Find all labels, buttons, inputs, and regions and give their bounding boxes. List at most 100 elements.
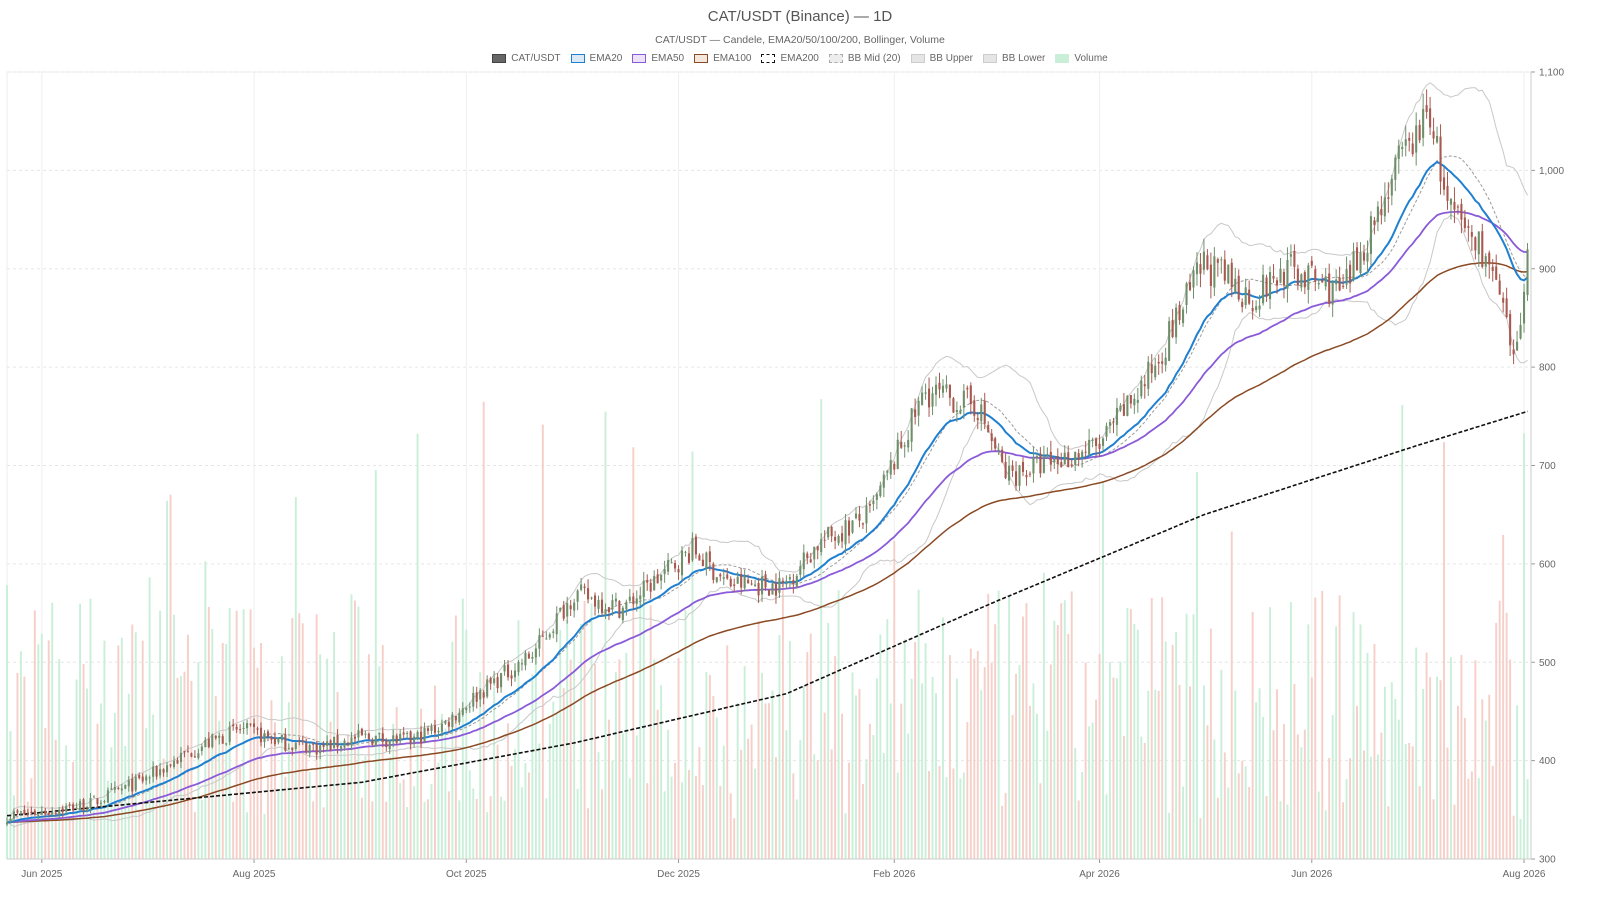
volume-bar [1133, 623, 1136, 859]
candle-body [1275, 280, 1279, 286]
candle-body [75, 807, 78, 810]
volume-bar [1039, 783, 1042, 859]
volume-bar [1150, 598, 1153, 859]
candle-body [465, 707, 468, 711]
volume-bar [280, 656, 283, 859]
candle-body [1234, 278, 1237, 292]
candle-body [527, 653, 530, 659]
volume-bar [1192, 614, 1195, 859]
volume-bar [124, 745, 127, 859]
candle-body [1060, 462, 1063, 467]
candle-body [854, 513, 858, 519]
candle-body [1516, 341, 1519, 351]
volume-bar [1154, 689, 1157, 859]
candle-body [757, 582, 760, 596]
volume-bar [1018, 665, 1021, 859]
legend-item-ema100[interactable]: EMA100 [694, 53, 751, 64]
volume-bar [367, 654, 370, 859]
volume-bar [1011, 714, 1014, 859]
candle-body [353, 736, 356, 739]
candle-body [541, 635, 544, 637]
volume-bar [1171, 644, 1174, 859]
candle-body [861, 523, 864, 525]
candle-body [1415, 125, 1418, 153]
volume-bar [921, 683, 924, 859]
candle-body [1175, 307, 1178, 338]
volume-bar [1022, 616, 1024, 859]
candle-body [646, 580, 649, 583]
legend-item-bb-lower[interactable]: BB Lower [983, 53, 1045, 64]
candle-body [614, 598, 617, 602]
volume-bar [569, 659, 572, 859]
volume-bar [959, 778, 962, 859]
volume-bar [583, 601, 586, 859]
volume-bar [1488, 694, 1491, 859]
candle-body [931, 393, 934, 407]
volume-bar [1220, 669, 1223, 859]
legend-item-ema20[interactable]: EMA20 [570, 53, 622, 64]
candle-body [364, 733, 367, 735]
volume-bar [409, 739, 412, 859]
volume-bar [708, 674, 711, 859]
candle-body [767, 590, 771, 596]
candle-body [141, 776, 144, 782]
candle-body [524, 652, 527, 666]
volume-bar [82, 664, 85, 859]
candle-body [844, 520, 847, 545]
candle-body [847, 520, 851, 536]
candle-body [131, 778, 134, 792]
volume-bar [1035, 713, 1038, 859]
candle-body [190, 753, 193, 757]
volume-bar [402, 779, 405, 859]
candle-body [691, 537, 694, 561]
legend-item-cat-usdt[interactable]: CAT/USDT [492, 53, 561, 64]
volume-bar [65, 745, 68, 859]
candle-body [1032, 457, 1035, 474]
volume-bar [75, 679, 78, 859]
candle-body [562, 605, 565, 619]
volume-bar [1178, 684, 1181, 859]
volume-bar [879, 634, 882, 859]
volume-bar [381, 645, 384, 859]
volume-bar [715, 717, 718, 859]
candle-body [889, 460, 892, 475]
volume-bar [785, 730, 788, 859]
candle-body [26, 812, 29, 814]
volume-bar [23, 676, 26, 859]
volume-bar [893, 540, 896, 859]
candle-body [952, 398, 955, 413]
legend-item-ema200[interactable]: EMA200 [761, 53, 819, 64]
volume-bar [788, 641, 791, 859]
x-axis: Jun 2025 Aug 2025 Oct 2025 Dec 2025 Feb 2026… [7, 858, 1546, 880]
volume-bar [458, 800, 461, 859]
legend-item-bb-mid-20[interactable]: BB Mid (20) [828, 53, 901, 64]
volume-bar [353, 600, 356, 859]
volume-bar [1084, 662, 1087, 859]
candle-body [674, 563, 677, 569]
candle-body [778, 578, 781, 593]
volume-bar [1335, 626, 1338, 859]
volume-bar [89, 598, 92, 859]
x-tick-label: Jun 2026 [1291, 869, 1333, 880]
candle-body [538, 635, 541, 649]
volume-bar [618, 659, 621, 859]
candle-body [506, 664, 510, 678]
candle-body [750, 583, 753, 585]
volume-bar [555, 712, 558, 859]
candle-body [534, 648, 537, 658]
candle-body [1338, 277, 1341, 291]
volume-bar [277, 789, 280, 859]
legend-item-bb-upper[interactable]: BB Upper [910, 53, 973, 64]
candle-body [1126, 395, 1129, 416]
volume-bar [461, 598, 464, 859]
candle-body [1321, 280, 1324, 283]
candle-body [1470, 232, 1473, 237]
candle-body [145, 776, 148, 781]
volume-bar [552, 701, 555, 859]
candle-body [329, 740, 332, 751]
legend-item-ema50[interactable]: EMA50 [632, 53, 684, 64]
volume-bar [743, 666, 746, 859]
volume-bar [1436, 676, 1439, 859]
legend-item-volume[interactable]: Volume [1055, 53, 1108, 64]
candle-body [239, 729, 242, 731]
